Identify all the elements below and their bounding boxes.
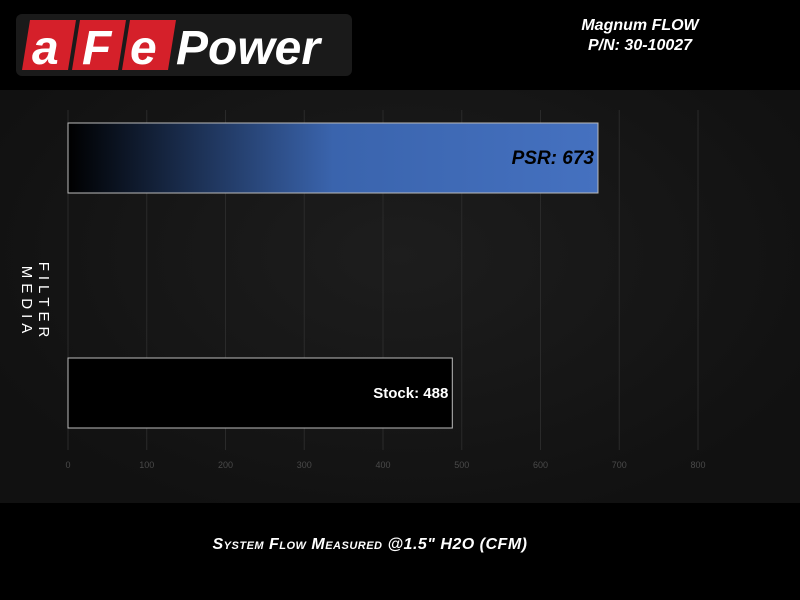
bar-psr — [67, 122, 599, 194]
header: a F e Power Magnum FLOW P/N: 30-10027 — [0, 0, 800, 90]
x-tick-label: 300 — [297, 460, 312, 470]
bar-stock — [67, 357, 453, 429]
x-tick-label: 100 — [139, 460, 154, 470]
x-axis-label: System Flow Measured @1.5" H2O (CFM) — [212, 536, 528, 553]
x-tick-label: 700 — [612, 460, 627, 470]
afe-power-logo: a F e Power — [16, 14, 352, 76]
x-tick-label: 0 — [65, 460, 70, 470]
svg-text:Power: Power — [176, 22, 322, 75]
svg-text:F: F — [82, 22, 113, 75]
data-label: Stock: 488 — [373, 385, 448, 402]
x-tick-label: 800 — [690, 460, 705, 470]
product-name: Magnum FLOW — [581, 17, 699, 34]
x-tick-label: 400 — [375, 460, 390, 470]
svg-text:a: a — [32, 22, 59, 75]
x-tick-label: 600 — [533, 460, 548, 470]
x-tick-label: 500 — [454, 460, 469, 470]
part-number: P/N: 30-10027 — [587, 37, 693, 54]
x-tick-label: 200 — [218, 460, 233, 470]
y-axis-label: FILTER MEDIA — [18, 261, 52, 343]
data-label: PSR: 673 — [512, 148, 595, 169]
svg-text:e: e — [130, 22, 157, 75]
chart-title: Magnum FLOW P/N: 30-10027 — [540, 16, 740, 56]
